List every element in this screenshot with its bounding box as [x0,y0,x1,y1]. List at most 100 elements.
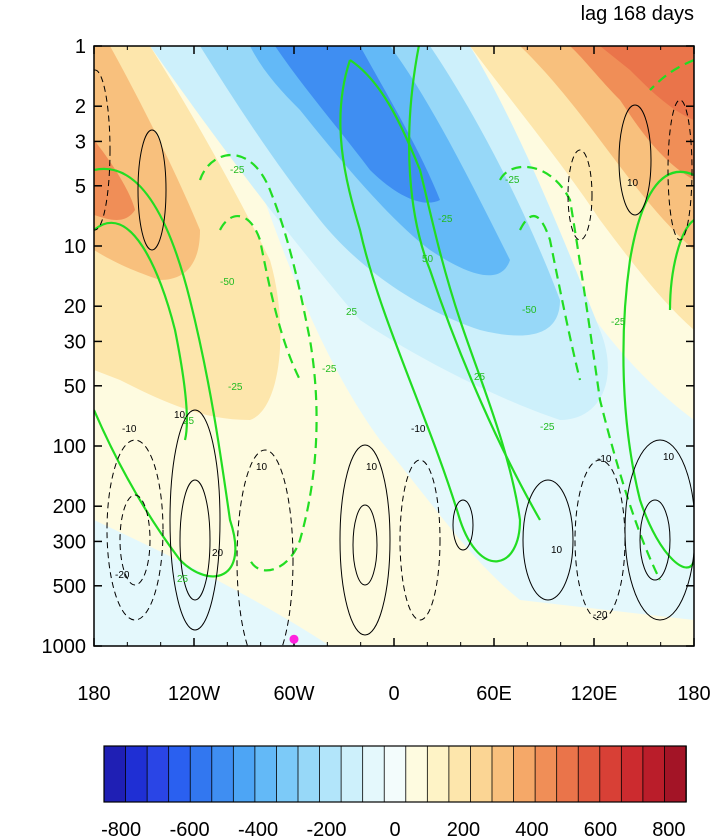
contour-label: -25 [228,382,243,393]
y-tick-label: 5 [75,176,86,198]
y-tick-label: 50 [64,376,86,398]
contour-label: -50 [220,277,235,288]
colorbar-label: 0 [389,819,400,838]
contour-label: -10 [411,424,426,435]
colorbar-swatch [556,745,580,803]
colorbar-swatch [340,745,364,803]
contour-label: 10 [256,462,268,473]
colorbar-swatch [276,745,299,803]
colorbar-swatch [448,745,472,803]
colorbar-label: -200 [307,819,347,838]
colorbar-label: 600 [584,819,617,838]
colorbar-label: -800 [101,819,141,838]
black-contour-negative [94,69,111,231]
colorbar-label: 800 [652,819,685,838]
y-tick-label: 10 [64,236,86,258]
colorbar-swatch [103,745,127,803]
green-contour-positive [94,221,189,441]
colorbar-frame [103,745,687,803]
axes: 180 120W 60W 0 60E 120E 180 1 2 3 5 10 20 30 50 100 200 3… [42,36,711,705]
warm-zone-east-core [600,46,694,120]
black-contour-negative [399,459,441,621]
black-contour-positive [522,479,574,601]
contour-label: -10 [597,454,612,465]
black-contour-negative [574,459,626,621]
x-tick-label: 60W [273,683,314,705]
contour-label: -25 [611,317,626,328]
colorbar-swatch [232,745,256,803]
x-tick-label: 180 [677,683,710,705]
cream-zone [94,46,694,646]
colorbar: -800 -600 -400 -200 0 200 400 600 800 [101,745,687,838]
contour-label: -25 [322,364,337,375]
black-contour-negative [236,449,294,646]
y-tick-label: 2 [75,96,86,118]
colorbar-swatch [383,745,407,803]
y-tick-label: 30 [64,331,86,353]
contour-label: -25 [540,422,555,433]
contour-label: -20 [593,610,608,621]
colorbar-label: -600 [170,819,210,838]
colorbar-swatch [664,745,687,803]
y-tick-label: 200 [53,496,86,518]
x-tick-label: 60E [476,683,512,705]
colorbar-swatch [426,745,450,803]
black-contour-negative [106,439,164,621]
black-contour-positive [618,104,652,216]
contour-label: -25 [438,214,453,225]
colorbar-swatch [577,745,601,803]
black-contours [94,69,694,646]
contour-label: 20 [212,548,224,559]
green-contour-positive [339,59,522,563]
y-tick-label: 300 [53,531,86,553]
black-contour-negative [119,494,151,586]
green-contour-negative [219,214,301,381]
green-contour-positive [622,170,694,569]
green-contours [94,46,694,581]
warm-zone-west-mid [94,46,200,280]
y-tick-label: 20 [64,296,86,318]
contour-label: -10 [122,424,137,435]
colorbar-swatch [168,745,192,803]
green-contour-negative [519,215,582,381]
green-contour-negative [649,58,694,91]
contour-label: 25 [474,372,486,383]
colorbar-label: -400 [238,819,278,838]
contour-label: 25 [183,416,195,427]
colorbar-swatch [620,745,644,803]
green-contour-positive [668,219,694,311]
x-tick-label: 120W [168,683,220,705]
colorbar-swatch [470,745,493,803]
contour-label: 25 [177,574,189,585]
colorbar-swatch [599,745,623,803]
contour-label: 10 [627,178,639,189]
colorbar-swatch [319,745,342,803]
colorbar-swatch [297,745,321,803]
y-tick-label: 500 [53,576,86,598]
contour-label: 10 [366,462,378,473]
contour-label: 10 [551,545,563,556]
x-tick-label: 120E [571,683,618,705]
colorbar-swatch [189,745,213,803]
black-contour-positive [639,499,671,581]
y-tick-label: 1 [75,36,86,58]
contour-label: 10 [663,452,675,463]
black-contour-positive [137,129,167,251]
black-contour-positive [452,499,474,551]
shading-layer [94,46,694,646]
colorbar-swatch [491,745,515,803]
colorbar-swatch [254,745,278,803]
colorbar-swatch [513,745,536,803]
green-contour-positive [94,167,237,578]
colorbar-swatch [534,745,558,803]
contour-label: 10 [174,410,186,421]
y-tick-label: 1000 [42,636,87,658]
black-contour-positive [179,479,211,601]
warm-zone-west-inner [94,140,135,220]
colorbar-swatch [125,745,148,803]
colorbar-swatch [405,745,429,803]
contour-label: -20 [115,570,130,581]
contour-label: -25 [505,175,520,186]
black-contour-positive [352,504,378,586]
contour-labels: -25 -50 -25 -25 25 25 25 -25 50 25 -25 -… [115,165,675,621]
